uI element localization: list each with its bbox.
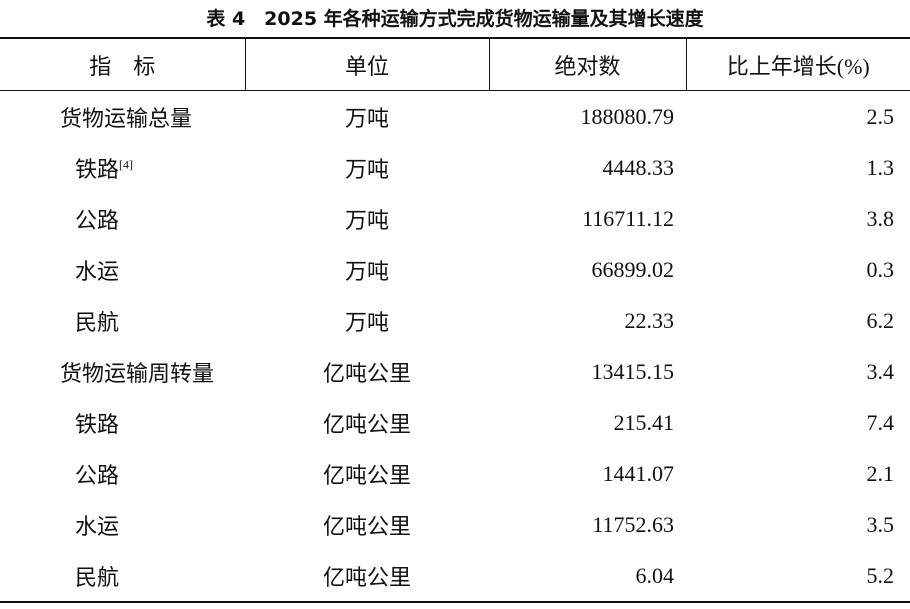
row-label: 水运 [0,499,245,550]
row-name: 铁路 [75,411,120,437]
growth-cell: 1.3 [866,154,895,180]
table-row: 民航 万吨 22.33 6.2 [0,295,910,346]
table-row: 公路 亿吨公里 1441.07 2.1 [0,448,910,499]
row-label: 货物运输总量 [0,91,245,143]
row-name: 水运 [75,258,120,284]
header-cell: 单位 [244,38,489,91]
row-name: 水运 [75,513,120,539]
unit-cell: 万吨 [344,105,389,131]
row-name: 公路 [75,207,120,233]
row-name: 货物运输总量 [60,105,193,131]
value-cell: 66899.02 [591,256,675,282]
data-table: 指 标 单位 绝对数 比上年增长(%) 货物运输总量 万吨 188080.79 2.5… [0,37,910,603]
growth-cell: 3.5 [866,511,895,537]
growth-cell: 6.2 [866,307,895,333]
unit-cell: 万吨 [344,207,389,233]
row-name: 货物运输周转量 [60,360,215,386]
value-cell: 4448.33 [602,154,675,180]
unit-cell: 亿吨公里 [322,513,411,539]
table-row: 货物运输周转量 亿吨公里 13415.15 3.4 [0,346,910,397]
unit-cell: 万吨 [344,156,389,182]
value-cell: 6.04 [635,562,675,588]
growth-cell: 3.4 [866,358,895,384]
row-name: 民航 [75,564,120,590]
unit-cell: 亿吨公里 [322,564,411,590]
row-name: 铁路 [75,156,120,182]
growth-cell: 5.2 [866,562,895,588]
row-label: 民航 [0,295,245,346]
value-cell: 116711.12 [582,205,674,231]
unit-cell: 亿吨公里 [322,360,411,386]
unit-cell: 万吨 [344,258,389,284]
table-row: 水运 亿吨公里 11752.63 3.5 [0,499,910,550]
row-label: 铁路[4] [0,142,245,193]
growth-cell: 2.5 [866,103,895,129]
header-cell: 指 标 [0,38,245,91]
table-row: 民航 亿吨公里 6.04 5.2 [0,550,910,602]
row-label: 公路 [0,448,245,499]
table-row: 铁路[4] 万吨 4448.33 1.3 [0,142,910,193]
unit-cell: 亿吨公里 [322,411,411,437]
growth-cell: 3.8 [866,205,895,231]
growth-cell: 7.4 [866,409,895,435]
unit-cell: 万吨 [344,309,389,335]
row-label: 水运 [0,244,245,295]
growth-cell: 2.1 [866,460,895,486]
value-cell: 11752.63 [592,511,674,537]
value-cell: 188080.79 [580,103,675,129]
row-name: 公路 [75,462,120,488]
header-cell: 比上年增长(%) [685,38,910,91]
row-name: 民航 [75,309,120,335]
row-label: 公路 [0,193,245,244]
row-label: 货物运输周转量 [0,346,245,397]
table-row: 水运 万吨 66899.02 0.3 [0,244,910,295]
value-cell: 22.33 [624,307,675,333]
header-row: 指 标 单位 绝对数 比上年增长(%) [0,38,910,91]
value-cell: 1441.07 [602,460,675,486]
table-row: 货物运输总量 万吨 188080.79 2.5 [0,91,910,143]
growth-cell: 0.3 [866,256,895,282]
value-cell: 13415.15 [591,358,675,384]
footnote-ref: [4] [119,157,134,172]
table-title: 表 4 2025 年各种运输方式完成货物运输量及其增长速度 [206,8,704,30]
row-label: 铁路 [0,397,245,448]
table-row: 铁路 亿吨公里 215.41 7.4 [0,397,910,448]
unit-cell: 亿吨公里 [322,462,411,488]
header-cell: 绝对数 [488,38,686,91]
table-row: 公路 万吨 116711.12 3.8 [0,193,910,244]
value-cell: 215.41 [613,409,675,435]
row-label: 民航 [0,550,245,602]
